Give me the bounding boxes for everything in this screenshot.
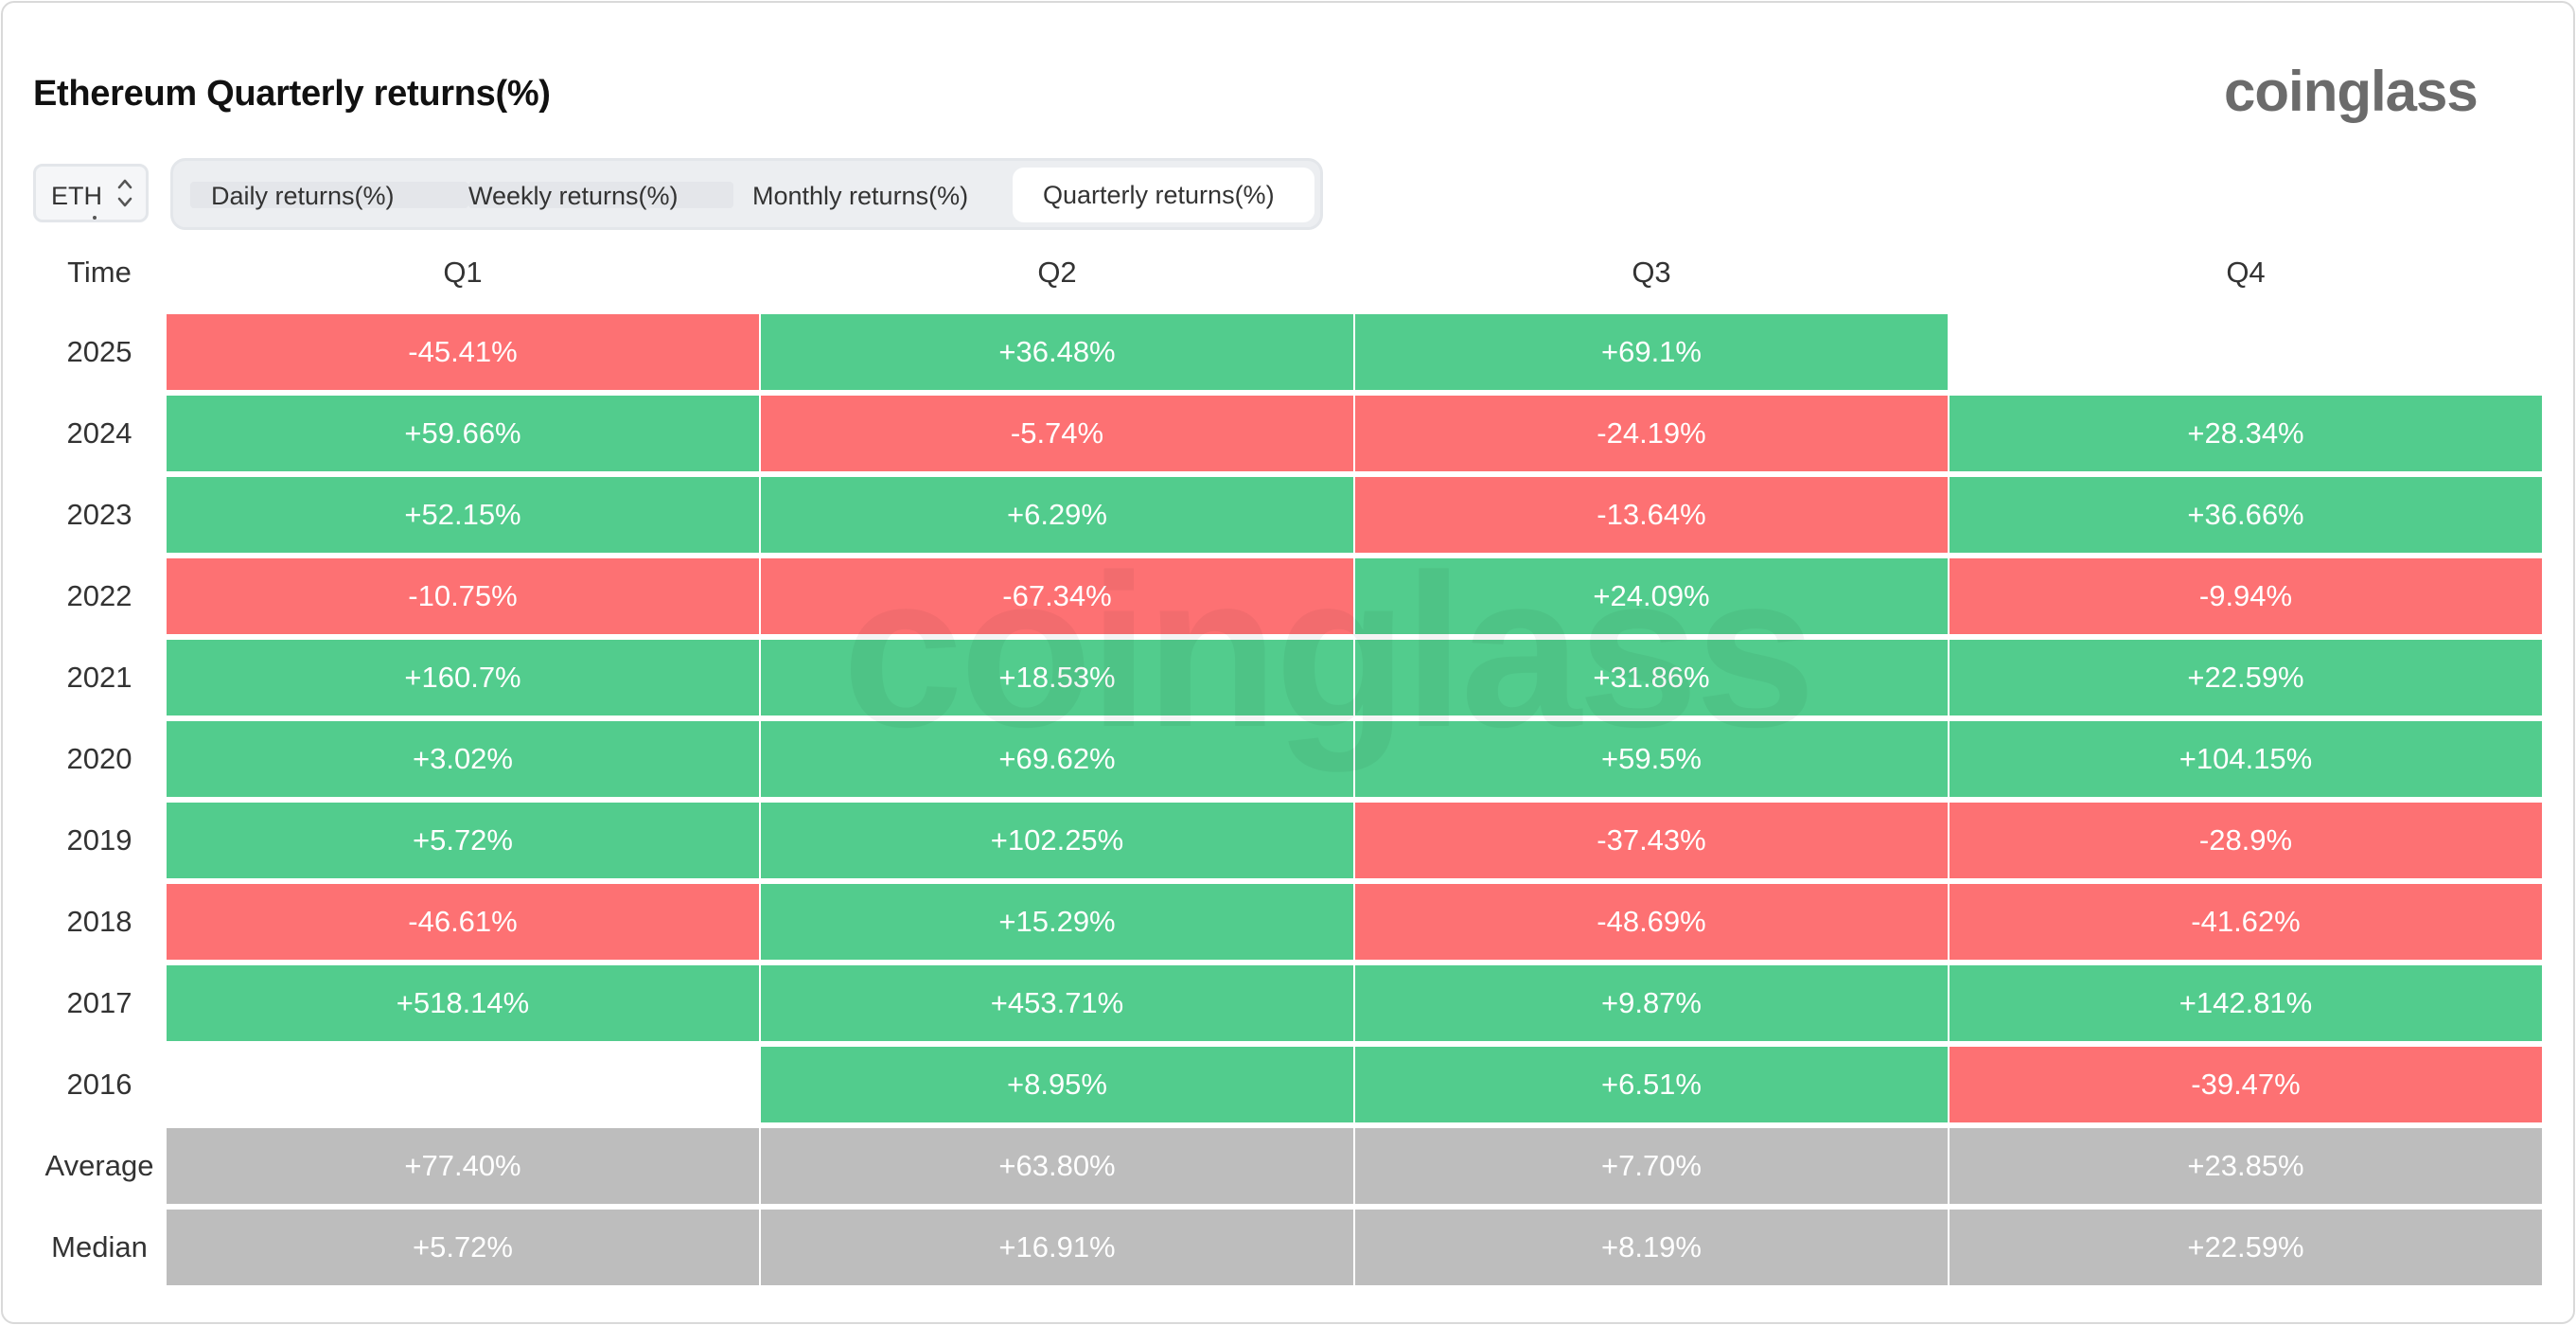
return-cell: +69.62% — [761, 721, 1353, 797]
return-cell: +36.48% — [761, 314, 1353, 390]
tab-monthly-returns[interactable]: Monthly returns(%) — [752, 182, 969, 210]
return-cell: +104.15% — [1950, 721, 2542, 797]
year-row-label: 2016 — [66, 1068, 132, 1101]
return-cell: +59.5% — [1355, 721, 1948, 797]
return-cell: -67.34% — [761, 558, 1353, 634]
column-header-q3: Q3 — [1632, 256, 1671, 289]
summary-cell: +77.40% — [167, 1128, 759, 1204]
select-indicator-dot — [93, 216, 97, 220]
coinglass-logo: coinglass — [2224, 60, 2479, 123]
return-cell: +102.25% — [761, 803, 1353, 878]
chevron-up-down-icon — [117, 179, 132, 207]
returns-tab-bar: Daily returns(%) Weekly returns(%) Month… — [170, 158, 1323, 230]
tab-highlight — [190, 182, 468, 208]
return-cell: +69.1% — [1355, 314, 1948, 390]
year-row-label: 2020 — [66, 742, 132, 775]
return-cell: -46.61% — [167, 884, 759, 960]
return-cell: +8.95% — [761, 1047, 1353, 1122]
column-header-q1: Q1 — [443, 256, 483, 289]
year-row-label: 2018 — [66, 905, 132, 938]
tab-highlight — [468, 182, 733, 208]
return-cell: +31.86% — [1355, 640, 1948, 716]
return-cell: +3.02% — [167, 721, 759, 797]
return-cell: -45.41% — [167, 314, 759, 390]
return-cell: +160.7% — [167, 640, 759, 716]
summary-cell: +16.91% — [761, 1210, 1353, 1285]
summary-cell: +23.85% — [1950, 1128, 2542, 1204]
column-header-q2: Q2 — [1037, 256, 1077, 289]
return-cell: +5.72% — [167, 803, 759, 878]
return-cell: -37.43% — [1355, 803, 1948, 878]
return-cell: -10.75% — [167, 558, 759, 634]
year-row-label: 2023 — [66, 498, 132, 531]
return-cell: -39.47% — [1950, 1047, 2542, 1122]
tab-daily-returns[interactable]: Daily returns(%) — [211, 182, 395, 210]
return-cell: +59.66% — [167, 396, 759, 471]
return-cell: -48.69% — [1355, 884, 1948, 960]
year-row-label: 2025 — [66, 335, 132, 368]
return-cell: +142.81% — [1950, 965, 2542, 1041]
return-cell: +453.71% — [761, 965, 1353, 1041]
summary-cell: +8.19% — [1355, 1210, 1948, 1285]
return-cell: +24.09% — [1355, 558, 1948, 634]
summary-cell: +22.59% — [1950, 1210, 2542, 1285]
year-row-label: 2024 — [66, 416, 132, 450]
return-cell: -5.74% — [761, 396, 1353, 471]
return-cell: +518.14% — [167, 965, 759, 1041]
return-cell: -9.94% — [1950, 558, 2542, 634]
coin-select-value: ETH — [51, 182, 102, 210]
tab-weekly-returns[interactable]: Weekly returns(%) — [468, 182, 679, 210]
summary-cell: +7.70% — [1355, 1128, 1948, 1204]
summary-row-label: Average — [44, 1149, 154, 1182]
return-cell: +28.34% — [1950, 396, 2542, 471]
return-cell: -28.9% — [1950, 803, 2542, 878]
year-row-label: 2019 — [66, 823, 132, 857]
column-header-time: Time — [67, 256, 132, 289]
tab-quarterly-returns[interactable]: Quarterly returns(%) — [1013, 168, 1314, 222]
year-row-label: 2022 — [66, 579, 132, 612]
return-cell: +36.66% — [1950, 477, 2542, 553]
return-cell: +22.59% — [1950, 640, 2542, 716]
summary-cell: +63.80% — [761, 1128, 1353, 1204]
summary-cell: +5.72% — [167, 1210, 759, 1285]
return-cell: +6.29% — [761, 477, 1353, 553]
return-cell: +6.51% — [1355, 1047, 1948, 1122]
return-cell: +9.87% — [1355, 965, 1948, 1041]
return-cell: -41.62% — [1950, 884, 2542, 960]
year-row-label: 2017 — [66, 986, 132, 1019]
coin-select[interactable]: ETH — [33, 164, 149, 222]
return-cell: +15.29% — [761, 884, 1353, 960]
return-cell: -13.64% — [1355, 477, 1948, 553]
return-cell: -24.19% — [1355, 396, 1948, 471]
return-cell: +18.53% — [761, 640, 1353, 716]
column-header-q4: Q4 — [2226, 256, 2266, 289]
chart-title: Ethereum Quarterly returns(%) — [33, 74, 551, 114]
return-cell: +52.15% — [167, 477, 759, 553]
summary-row-label: Median — [51, 1230, 148, 1263]
year-row-label: 2021 — [66, 661, 132, 694]
